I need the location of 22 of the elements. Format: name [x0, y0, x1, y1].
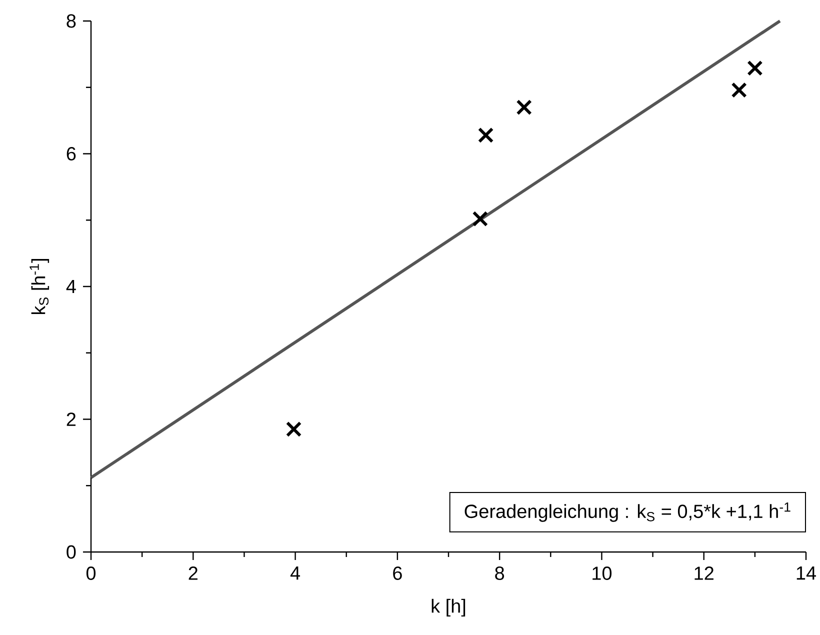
- point: [731, 82, 747, 98]
- x-tick-label: 8: [495, 566, 504, 580]
- x-tick-label: 14: [796, 566, 816, 580]
- x-tick-label: 2: [188, 566, 198, 580]
- x-axis-title: k [h]: [432, 598, 466, 617]
- x-tick-label: 6: [393, 566, 402, 580]
- y-axis-title: k$_{S}$ [h$^{-1}$]: [30, 259, 50, 314]
- point: [516, 99, 532, 116]
- x-tick-label: 0: [86, 566, 96, 580]
- point: [747, 60, 763, 76]
- x-tick-label: 10: [592, 566, 612, 580]
- point: [472, 210, 488, 227]
- y-tick-label: 2: [66, 412, 76, 426]
- y-tick-label: 6: [66, 147, 76, 160]
- y-tick-label: 0: [66, 545, 76, 559]
- annotation: Geradengleichung : k$_{S}$ = 0,5*k +1,1 h$^{-1}$: [464, 502, 790, 522]
- x-tick-label: 4: [290, 566, 300, 580]
- y-tick-label: 8: [66, 14, 76, 28]
- y-tick-label: 4: [66, 280, 76, 294]
- point: [478, 127, 494, 144]
- x-tick-label: 12: [694, 566, 714, 580]
- point: [286, 421, 302, 438]
